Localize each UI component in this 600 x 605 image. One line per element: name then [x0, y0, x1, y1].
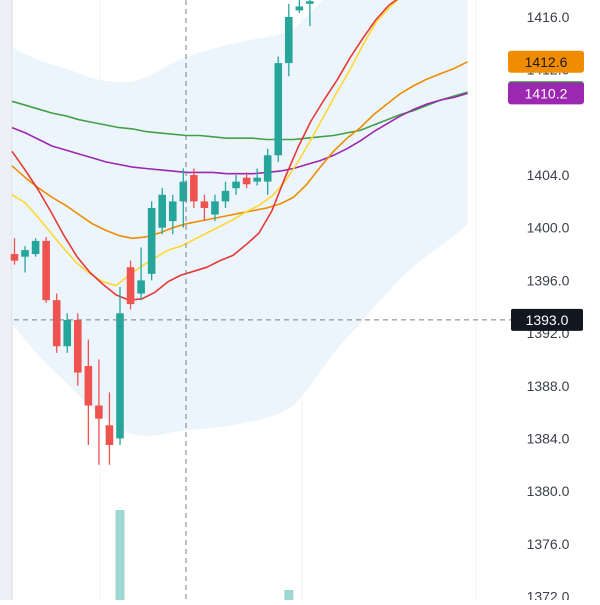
crosshair — [14, 0, 512, 600]
candle-body — [158, 194, 166, 228]
candle-body — [63, 319, 72, 347]
candle-body — [179, 181, 188, 202]
candle-body — [263, 155, 272, 182]
price-badge-label: 1412.6 — [525, 54, 568, 70]
candle-body — [137, 280, 145, 294]
volume-bars — [115, 510, 294, 600]
candles — [10, 0, 314, 465]
candle-body — [74, 319, 82, 373]
candle-body — [274, 63, 283, 156]
y-tick-label: 1400.0 — [527, 220, 570, 236]
candle-body — [42, 240, 50, 301]
y-tick-label: 1376.0 — [527, 536, 570, 552]
crosshair-badge-label: 1393.0 — [526, 312, 569, 328]
candle-body — [31, 240, 40, 255]
price-badge-label: 1410.2 — [525, 85, 568, 101]
y-tick-label: 1384.0 — [527, 430, 570, 446]
left-edge-strip — [0, 0, 12, 600]
candle-body — [116, 313, 124, 439]
candle-body — [200, 201, 209, 208]
y-tick-label: 1372.0 — [527, 588, 570, 600]
moving-average-line — [11, 0, 398, 302]
candle-body — [52, 300, 61, 347]
y-tick-label: 1404.0 — [527, 167, 570, 183]
y-tick-label: 1396.0 — [527, 272, 570, 288]
candle-body — [95, 405, 103, 419]
candle-body — [21, 250, 29, 257]
candle-body — [221, 190, 230, 202]
candle-body — [242, 177, 251, 185]
y-tick-label: 1388.0 — [527, 378, 570, 394]
candle-body — [126, 267, 135, 305]
crosshair-badge — [511, 308, 583, 331]
moving-average-line — [11, 91, 468, 141]
volume-bar — [284, 590, 294, 600]
candle-body — [168, 201, 177, 222]
volume-bar — [115, 510, 125, 600]
price-badge — [508, 50, 584, 73]
candle-body — [253, 177, 261, 182]
candle-body — [84, 366, 93, 406]
candle-body — [295, 6, 304, 11]
candle-body — [211, 201, 219, 215]
moving-average-lines — [11, 0, 468, 302]
bollinger-band — [12, 0, 468, 437]
moving-average-line — [11, 61, 468, 240]
price-badge — [508, 82, 584, 105]
candle-body — [147, 207, 156, 274]
y-tick-label: 1380.0 — [527, 483, 570, 499]
candle-body — [105, 425, 114, 446]
candle-body — [10, 254, 19, 261]
candle-body — [285, 17, 293, 64]
candle-body — [306, 1, 314, 4]
candle-body — [232, 181, 240, 189]
y-tick-label: 1416.0 — [527, 9, 570, 25]
moving-average-line — [11, 0, 399, 287]
candle-body — [190, 175, 198, 202]
moving-average-line — [11, 92, 468, 175]
band-fill — [12, 0, 468, 437]
